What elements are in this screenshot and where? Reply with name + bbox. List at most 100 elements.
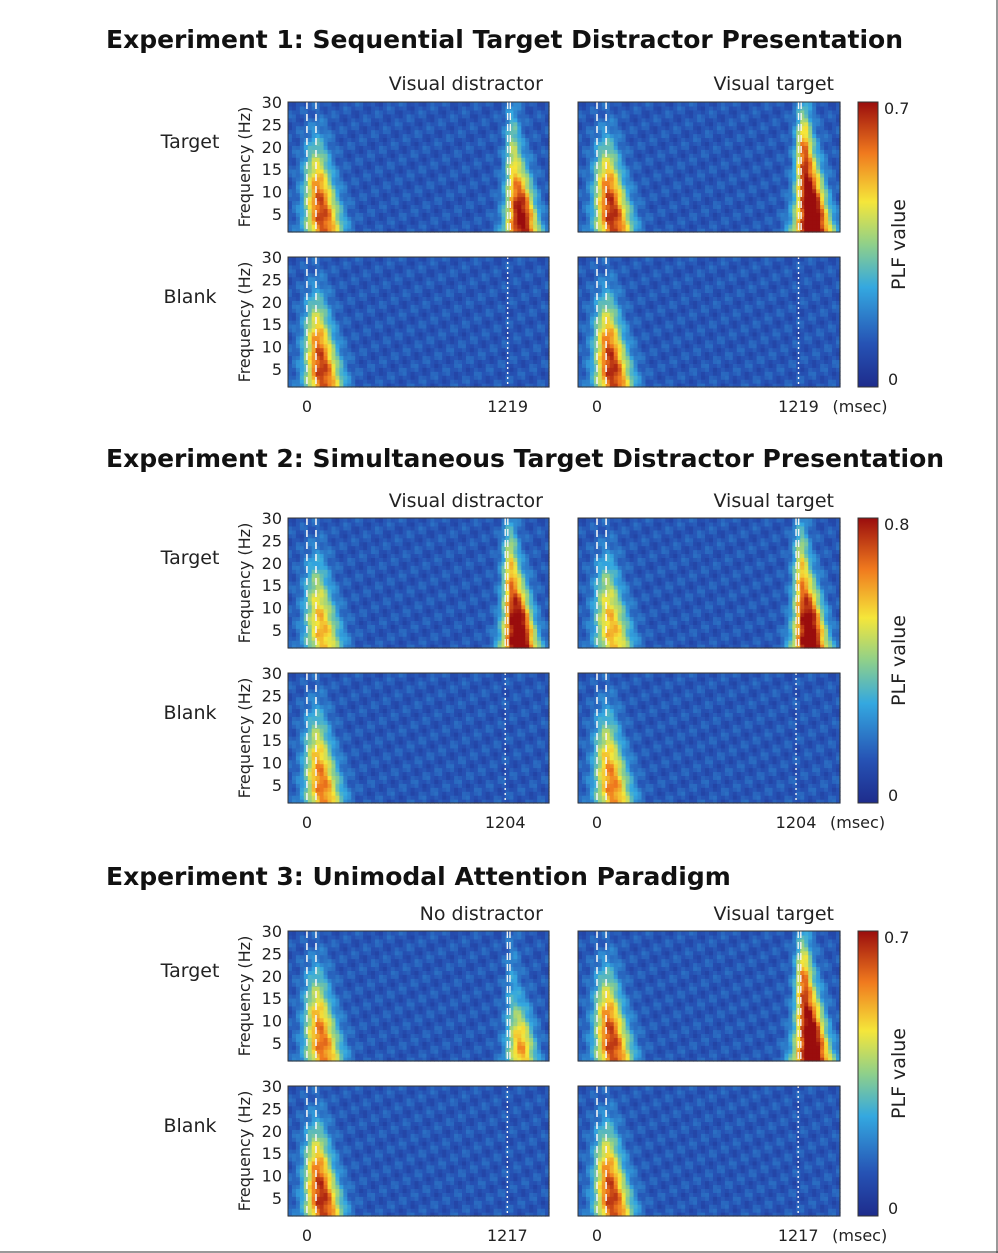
heatmap-cell xyxy=(295,196,301,202)
heatmap-cell xyxy=(319,308,325,313)
heatmap-cell xyxy=(355,296,360,301)
heatmap-cell xyxy=(701,204,706,209)
heatmap-cell xyxy=(371,121,376,127)
heatmap-cell xyxy=(593,176,599,182)
heatmap-cell xyxy=(605,161,611,166)
heatmap-cell xyxy=(808,117,813,123)
heatmap-cell xyxy=(537,141,542,146)
heatmap-cell xyxy=(386,220,392,225)
heatmap-cell xyxy=(589,145,595,150)
heatmap-cell xyxy=(418,188,424,194)
heatmap-cell xyxy=(601,137,607,142)
heatmap-cell xyxy=(319,323,325,329)
heatmap-cell xyxy=(593,149,599,154)
heatmap-cell xyxy=(705,157,710,162)
heatmap-cell xyxy=(529,113,534,119)
heatmap-cell xyxy=(331,153,337,158)
heatmap-cell xyxy=(319,192,325,198)
heatmap-cell xyxy=(422,176,427,182)
heatmap-cell xyxy=(637,133,643,139)
heatmap-cell xyxy=(772,105,778,111)
heatmap-cell xyxy=(764,200,770,206)
heatmap-cell xyxy=(347,367,352,372)
heatmap-cell xyxy=(299,184,305,190)
heatmap-cell xyxy=(335,212,340,217)
heatmap-cell xyxy=(339,347,344,353)
heatmap-cell xyxy=(335,268,340,274)
heatmap-cell xyxy=(585,204,591,209)
heatmap-cell xyxy=(617,161,623,166)
heatmap-cell xyxy=(521,172,526,178)
heatmap-cell xyxy=(339,200,344,206)
heatmap-cell xyxy=(343,292,348,297)
heatmap-cell xyxy=(641,113,647,119)
heatmap-cell xyxy=(335,102,340,107)
heatmap-cell xyxy=(525,161,530,166)
heatmap-cell xyxy=(303,343,309,349)
heatmap-cell xyxy=(375,228,380,233)
heatmap-cell xyxy=(776,224,782,229)
heatmap-cell xyxy=(836,184,841,190)
heatmap-cell xyxy=(367,157,372,162)
heatmap-cell xyxy=(390,153,396,158)
heatmap-cell xyxy=(351,359,356,364)
heatmap-cell xyxy=(716,176,722,182)
heatmap-cell xyxy=(705,137,710,142)
heatmap-cell xyxy=(740,141,746,146)
heatmap-cell xyxy=(319,264,325,270)
heatmap-cell xyxy=(371,165,376,170)
heatmap-cell xyxy=(597,200,603,206)
heatmap-cell xyxy=(585,168,591,174)
heatmap-cell xyxy=(327,359,333,364)
heatmap-cell xyxy=(414,157,420,162)
heatmap-cell xyxy=(363,117,368,123)
heatmap-cell xyxy=(585,109,591,115)
heatmap-cell xyxy=(335,220,340,225)
heatmap-cell xyxy=(422,125,427,131)
heatmap-cell xyxy=(454,220,459,225)
heatmap-cell xyxy=(315,367,321,372)
heatmap-cell xyxy=(796,228,801,233)
heatmap-cell xyxy=(311,323,317,329)
heatmap-cell xyxy=(351,312,356,317)
heatmap-cell xyxy=(709,212,714,217)
heatmap-cell xyxy=(355,212,360,217)
heatmap-cell xyxy=(331,184,337,190)
heatmap-cell xyxy=(709,220,714,225)
heatmap-cell xyxy=(768,117,774,123)
heatmap-cell xyxy=(673,133,678,139)
heatmap-cell xyxy=(589,192,595,198)
heatmap-cell xyxy=(311,192,317,198)
heatmap-cell xyxy=(716,224,722,229)
heatmap-cell xyxy=(601,117,607,123)
heatmap-cell xyxy=(323,121,329,127)
heatmap-cell xyxy=(581,102,587,107)
heatmap-cell xyxy=(780,176,786,182)
heatmap-cell xyxy=(685,172,690,178)
heatmap-cell xyxy=(319,284,325,290)
heatmap-cell xyxy=(712,228,718,233)
heatmap-cell xyxy=(832,180,837,186)
heatmap-cell xyxy=(780,228,786,233)
heatmap-cell xyxy=(581,224,587,229)
heatmap-cell xyxy=(637,180,643,186)
heatmap-cell xyxy=(303,280,309,286)
heatmap-cell xyxy=(355,379,360,384)
heatmap-cell xyxy=(784,212,789,217)
heatmap-cell xyxy=(641,192,647,198)
heatmap-cell xyxy=(359,117,364,123)
heatmap-cell xyxy=(319,347,325,353)
heatmap-cell xyxy=(299,157,305,162)
heatmap-cell xyxy=(697,141,702,146)
heatmap-cell xyxy=(410,176,416,182)
heatmap-cell xyxy=(760,145,766,150)
heatmap-cell xyxy=(319,208,325,213)
heatmap-cell xyxy=(780,212,786,217)
heatmap-cell xyxy=(307,117,313,123)
heatmap-cell xyxy=(319,188,325,194)
heatmap-cell xyxy=(489,125,495,131)
heatmap-cell xyxy=(355,192,360,198)
heatmap-cell xyxy=(529,220,534,225)
heatmap-cell xyxy=(339,320,344,325)
heatmap-cell xyxy=(748,141,754,146)
